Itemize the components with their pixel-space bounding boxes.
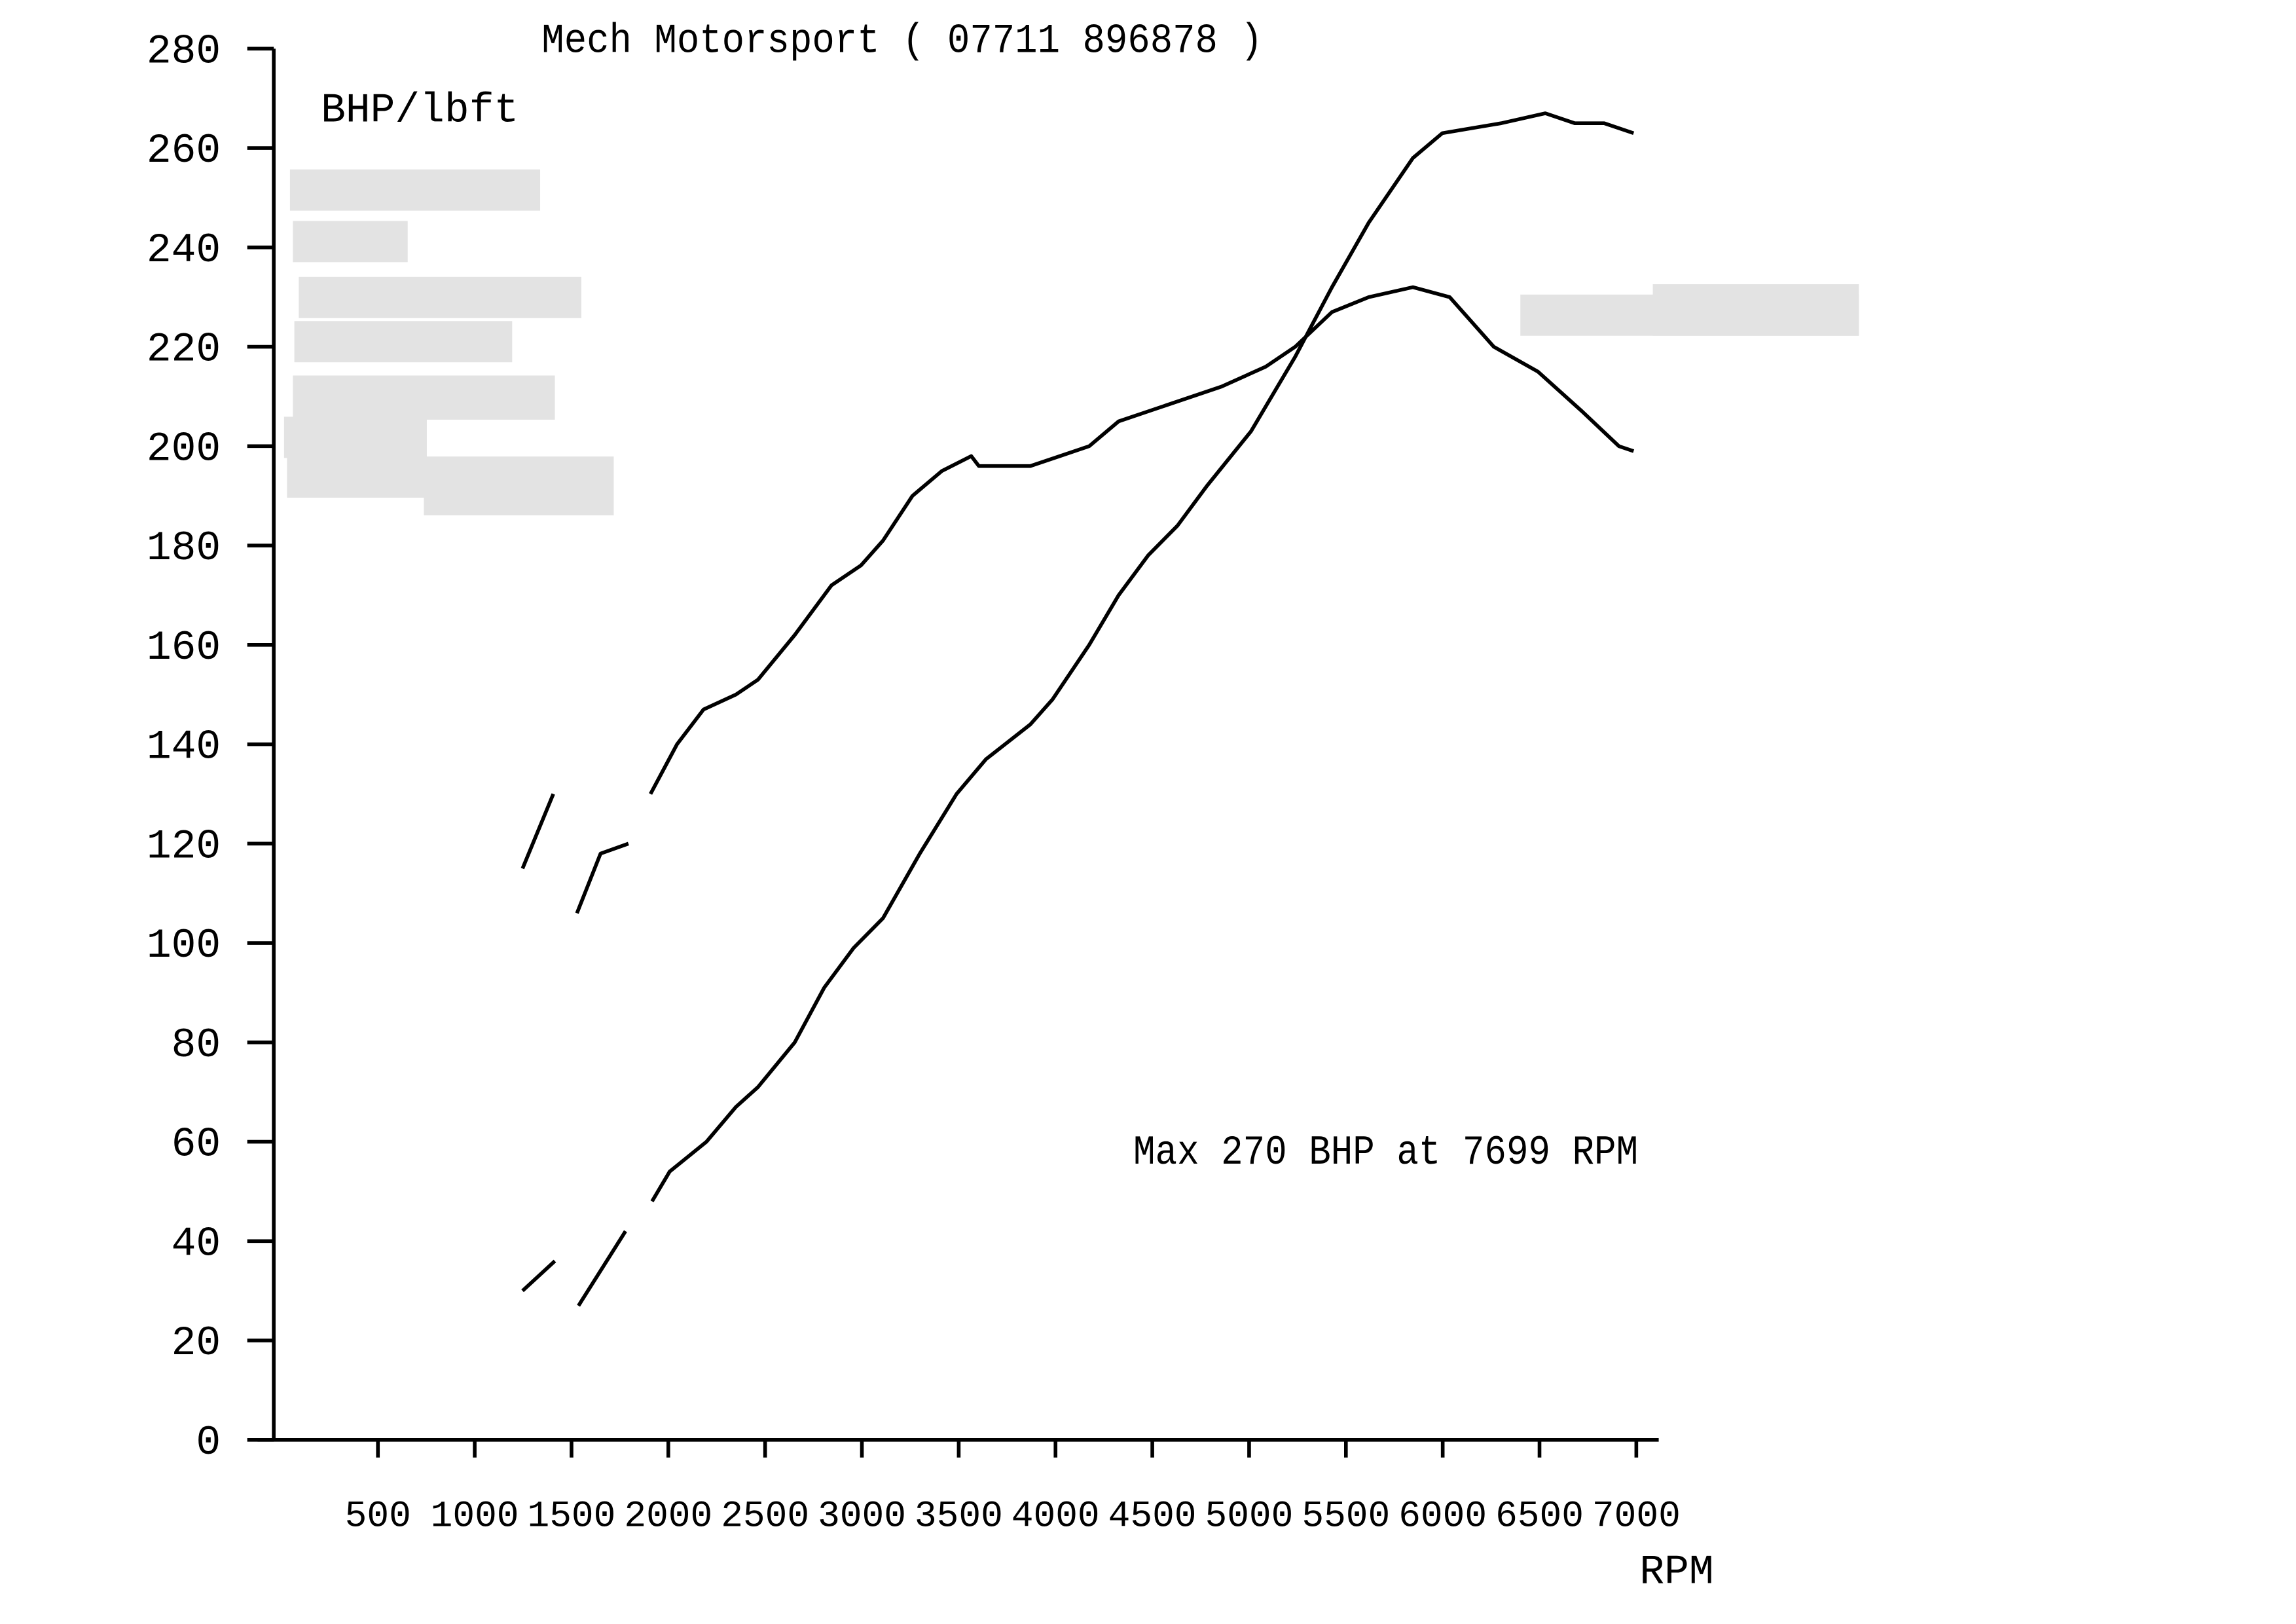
x-tick-label: 1500 xyxy=(528,1496,616,1538)
x-tick-label: 5000 xyxy=(1205,1496,1294,1538)
x-tick-label: 4000 xyxy=(1011,1496,1100,1538)
y-tick-label: 140 xyxy=(147,724,221,771)
y-tick-label: 60 xyxy=(172,1122,221,1168)
x-tick-label: 6000 xyxy=(1398,1496,1487,1538)
x-tick-label: 2000 xyxy=(624,1496,712,1538)
series-line xyxy=(521,111,1635,1307)
x-tick-label: 3500 xyxy=(915,1496,1003,1538)
x-tick-label: 3000 xyxy=(818,1496,906,1538)
y-tick-label: 0 xyxy=(196,1420,221,1466)
y-tick-label: 160 xyxy=(147,625,221,671)
chart-title: Mech Motorsport ( 07711 896878 ) xyxy=(541,18,1263,65)
x-tick-label: 7000 xyxy=(1592,1496,1681,1538)
x-tick-label: 5500 xyxy=(1302,1496,1390,1538)
x-tick-label: 4500 xyxy=(1108,1496,1197,1538)
y-tick-label: 280 xyxy=(147,28,221,75)
y-tick-label: 180 xyxy=(147,525,221,572)
x-tick-label: 2500 xyxy=(721,1496,809,1538)
y-tick-label: 20 xyxy=(172,1320,221,1367)
redactions xyxy=(283,169,1859,516)
annotation: Max 270 BHP at 7699 RPM xyxy=(1133,1130,1638,1176)
x-tick-label: 1000 xyxy=(431,1496,519,1538)
y-tick-label: 220 xyxy=(147,327,221,373)
x-tick-label: 6500 xyxy=(1495,1496,1584,1538)
y-tick-label: 240 xyxy=(147,227,221,274)
y-tick-label: 120 xyxy=(147,823,221,870)
y-tick-label: 260 xyxy=(147,128,221,174)
y-tick-label: 200 xyxy=(147,426,221,472)
series-line xyxy=(520,285,1635,914)
x-axis-label: RPM xyxy=(1639,1549,1713,1596)
y-tick-label: 100 xyxy=(147,923,221,969)
y-axis-label: BHP/lbft xyxy=(321,87,519,134)
x-tick-label: 500 xyxy=(345,1496,411,1538)
y-tick-label: 40 xyxy=(172,1221,221,1267)
y-tick-label: 80 xyxy=(172,1022,221,1069)
